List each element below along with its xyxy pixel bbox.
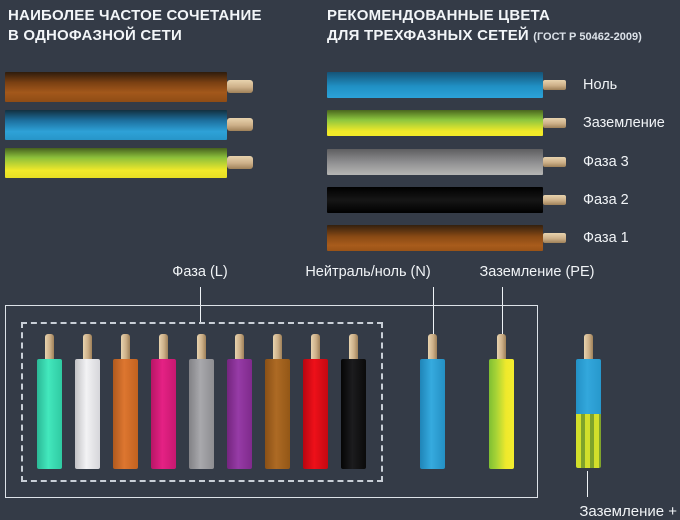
right-title-line2-text: ДЛЯ ТРЕХФАЗНЫХ СЕТЕЙ xyxy=(327,27,529,44)
connector-earth-line xyxy=(502,287,503,334)
wire-label: Фаза 1 xyxy=(583,230,629,246)
wire-insulation xyxy=(420,359,445,469)
wire-label: Фаза 3 xyxy=(583,154,629,170)
left-title-line1: НАИБОЛЕЕ ЧАСТОЕ СОЧЕТАНИЕ xyxy=(8,7,262,24)
label-earth-plus: Заземление + xyxy=(579,503,677,520)
wire-orange-phase xyxy=(113,334,138,469)
three-phase-wire-list: Ноль Заземление Фаза 3 Фаза 2 Фаза 1 xyxy=(327,72,680,254)
wire-blue-neutral xyxy=(5,110,255,140)
wire-copper-tip xyxy=(121,334,130,361)
wire-insulation xyxy=(341,359,366,469)
wire-pink-phase xyxy=(151,334,176,469)
right-title-line1: РЕКОМЕНДОВАННЫЕ ЦВЕТА xyxy=(327,7,551,24)
wire-brown-phase xyxy=(5,72,255,102)
wire-copper-tip xyxy=(197,334,206,361)
wire-insulation xyxy=(5,72,227,102)
wire-copper-tip xyxy=(428,334,437,361)
wire-insulation xyxy=(265,359,290,469)
wire-copper-tip xyxy=(273,334,282,361)
connector-phase-line xyxy=(200,287,201,322)
wire-insulation xyxy=(227,359,252,469)
wire-black-phase xyxy=(341,334,366,469)
wire-insulation xyxy=(37,359,62,469)
single-phase-wire-list xyxy=(5,72,255,182)
connector-earth-plus-line xyxy=(587,471,588,497)
wire-blue-neutral xyxy=(420,334,445,469)
wire-copper-tip xyxy=(543,80,566,90)
cable-group-box xyxy=(5,305,538,498)
wire-label: Заземление xyxy=(583,115,665,131)
wire-insulation-blue xyxy=(576,359,601,414)
label-earth-pe: Заземление (PE) xyxy=(479,264,595,280)
wire-black-phase-2: Фаза 2 xyxy=(327,187,680,213)
wire-yellow-green-earth xyxy=(489,334,514,469)
wire-copper-tip xyxy=(83,334,92,361)
wire-insulation xyxy=(189,359,214,469)
wire-insulation xyxy=(303,359,328,469)
right-title-line2: ДЛЯ ТРЕХФАЗНЫХ СЕТЕЙ (ГОСТ Р 50462-2009) xyxy=(327,26,642,47)
wire-brown-phase-1: Фаза 1 xyxy=(327,225,680,251)
phase-group-box xyxy=(21,322,383,482)
wire-copper-tip xyxy=(227,80,253,93)
left-panel-title: НАИБОЛЕЕ ЧАСТОЕ СОЧЕТАНИЕ В ОДНОФАЗНОЙ С… xyxy=(8,6,262,46)
wire-insulation xyxy=(327,187,543,213)
wire-insulation xyxy=(327,225,543,251)
wire-gray-phase xyxy=(189,334,214,469)
wire-purple-phase xyxy=(227,334,252,469)
wire-turquoise-phase xyxy=(37,334,62,469)
wire-copper-tip xyxy=(543,195,566,205)
wire-insulation-striped xyxy=(576,414,601,468)
wire-insulation xyxy=(5,148,227,178)
wire-copper-tip xyxy=(227,156,253,169)
label-phase-l: Фаза (L) xyxy=(172,264,228,280)
wire-gray-phase-3: Фаза 3 xyxy=(327,149,680,175)
wire-insulation xyxy=(489,359,514,469)
wire-insulation xyxy=(327,110,543,136)
wire-copper-tip xyxy=(159,334,168,361)
wire-copper-tip xyxy=(45,334,54,361)
wire-blue-yellow-green-combo xyxy=(576,334,601,469)
wire-copper-tip xyxy=(543,157,566,167)
wire-insulation xyxy=(75,359,100,469)
gost-standard-note: (ГОСТ Р 50462-2009) xyxy=(533,31,642,43)
connector-neutral-line xyxy=(433,287,434,334)
wire-copper-tip xyxy=(543,233,566,243)
wire-yellow-green-earth xyxy=(5,148,255,178)
wire-copper-tip xyxy=(349,334,358,361)
label-neutral-n: Нейтраль/ноль (N) xyxy=(305,264,431,280)
wire-yellow-green-earth: Заземление xyxy=(327,110,680,136)
wire-insulation xyxy=(151,359,176,469)
wire-white-phase xyxy=(75,334,100,469)
wire-insulation xyxy=(113,359,138,469)
left-title-line2: В ОДНОФАЗНОЙ СЕТИ xyxy=(8,27,182,44)
wire-copper-tip xyxy=(497,334,506,361)
wire-blue-neutral: Ноль xyxy=(327,72,680,98)
wire-brown-phase xyxy=(265,334,290,469)
wire-label: Ноль xyxy=(583,77,618,93)
wire-copper-tip xyxy=(543,118,566,128)
right-panel-title: РЕКОМЕНДОВАННЫЕ ЦВЕТА ДЛЯ ТРЕХФАЗНЫХ СЕТ… xyxy=(327,6,642,47)
wire-copper-tip xyxy=(311,334,320,361)
wire-insulation xyxy=(5,110,227,140)
wire-insulation xyxy=(327,149,543,175)
wire-insulation xyxy=(327,72,543,98)
wire-red-phase xyxy=(303,334,328,469)
wire-label: Фаза 2 xyxy=(583,192,629,208)
wire-copper-tip xyxy=(235,334,244,361)
wire-copper-tip xyxy=(227,118,253,131)
wire-copper-tip xyxy=(584,334,593,361)
